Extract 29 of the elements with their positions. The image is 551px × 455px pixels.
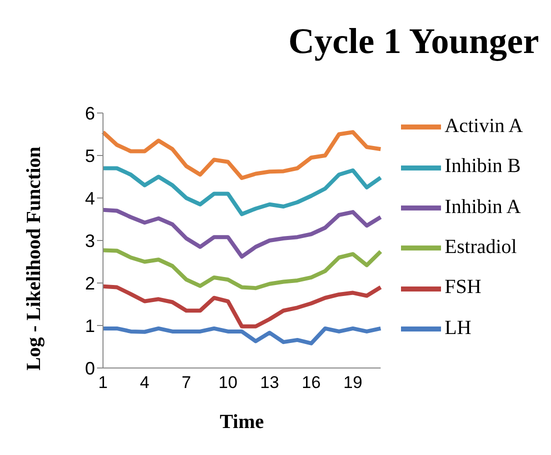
y-tick-label: 0 bbox=[84, 358, 95, 378]
legend-label: FSH bbox=[444, 276, 482, 298]
y-axis-title: Log - Likelihood Function bbox=[23, 146, 46, 370]
x-tick-label: 4 bbox=[140, 373, 150, 392]
legend-label: Inhibin A bbox=[444, 196, 521, 218]
y-tick-label: 5 bbox=[84, 146, 95, 166]
line-series bbox=[101, 326, 383, 346]
y-tick-label: 3 bbox=[84, 230, 95, 251]
line-series bbox=[101, 284, 383, 328]
x-tick-label: 1 bbox=[98, 373, 108, 392]
y-tick-label: 6 bbox=[84, 103, 95, 124]
chart-title: Cycle 1 Younger bbox=[288, 20, 539, 62]
legend-label: Estradiol bbox=[444, 236, 517, 258]
y-tick-label: 1 bbox=[84, 316, 95, 336]
y-tick-label: 4 bbox=[84, 188, 95, 208]
legend-label: Inhibin B bbox=[444, 155, 521, 178]
x-tick-label: 7 bbox=[182, 373, 192, 392]
x-tick-label: 19 bbox=[343, 373, 362, 392]
legend-label: Activin A bbox=[444, 114, 523, 137]
line-series bbox=[101, 130, 383, 180]
line-series bbox=[101, 166, 383, 216]
x-tick-label: 13 bbox=[260, 373, 280, 392]
line-series bbox=[101, 208, 383, 259]
x-axis-title: Time bbox=[220, 411, 264, 433]
line-series bbox=[101, 248, 383, 290]
y-tick-label: 2 bbox=[84, 273, 95, 294]
legend-label: LH bbox=[444, 316, 472, 339]
x-tick-label: 16 bbox=[302, 373, 321, 392]
x-tick-label: 10 bbox=[218, 373, 238, 392]
